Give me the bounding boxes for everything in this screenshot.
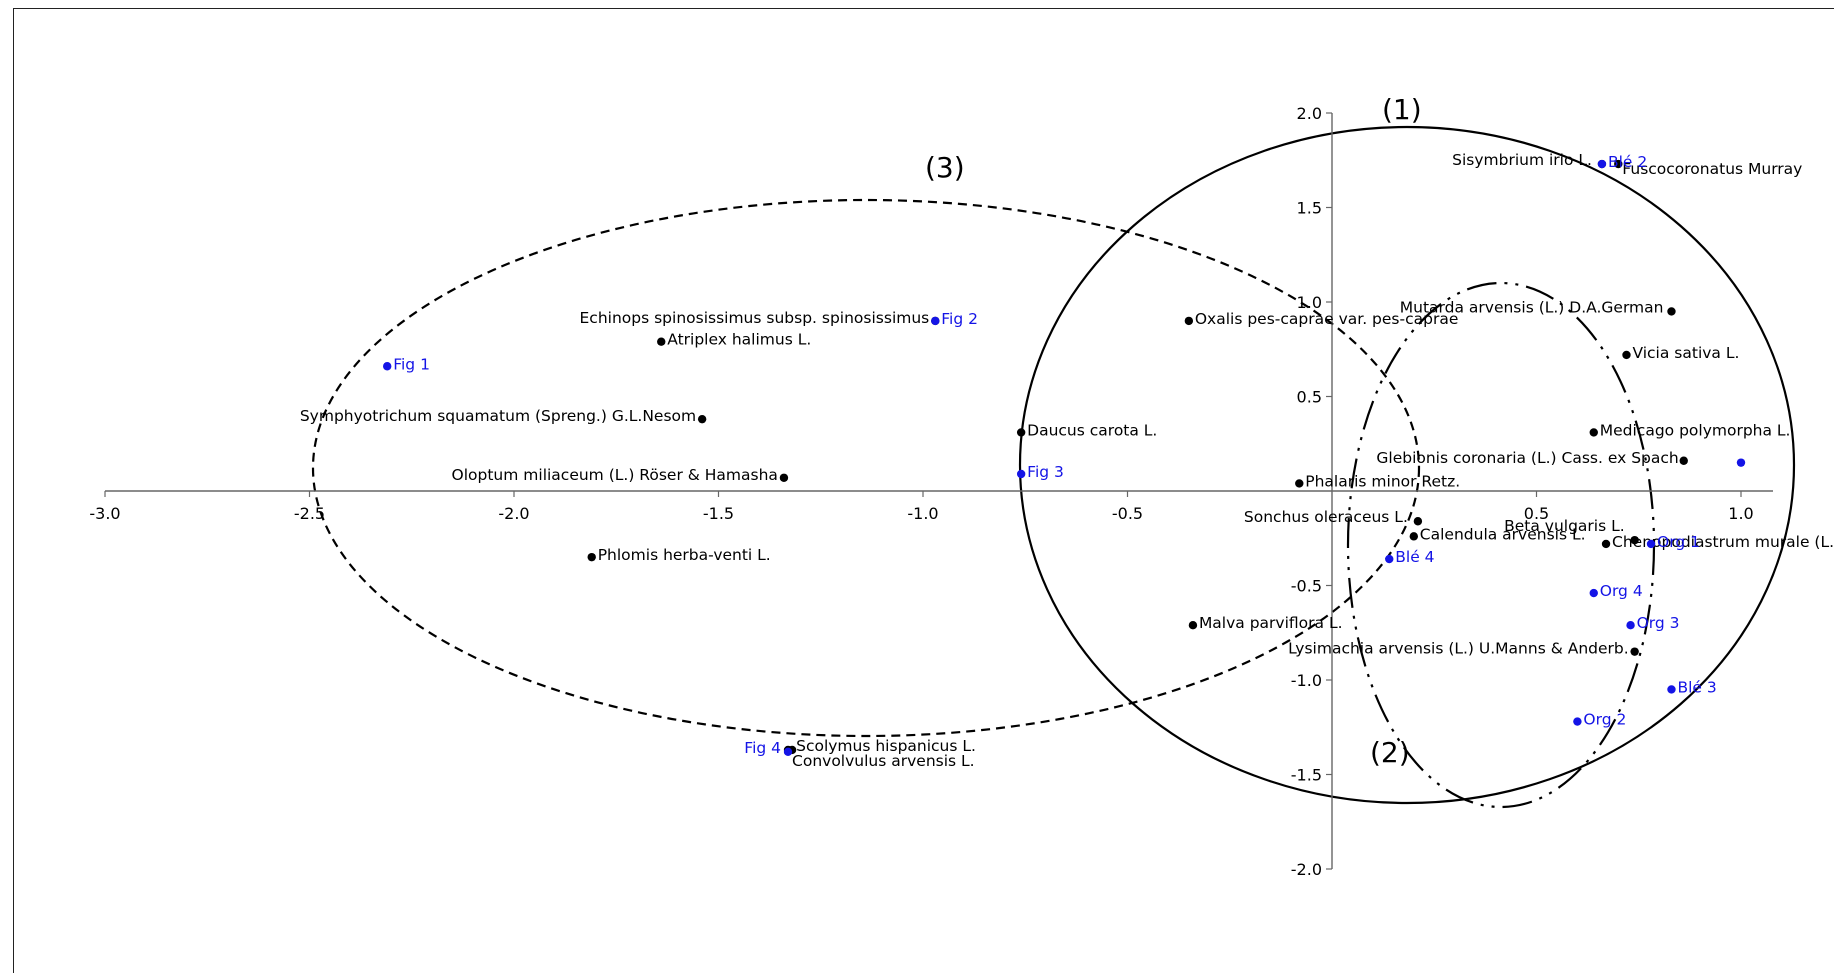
- x-tick-label: -2.5: [294, 504, 325, 523]
- species-label: Calendula arvensis L.: [1420, 525, 1586, 543]
- species-point: [1601, 539, 1611, 549]
- species-point: [1679, 456, 1688, 465]
- species-label: Vicia sativa L.: [1632, 344, 1739, 362]
- region-3-label: (3): [925, 151, 965, 184]
- species-label: Symphyotrichum squamatum (Spreng.) G.L.N…: [300, 407, 696, 425]
- species-label: Daucus carota L.: [1027, 421, 1157, 439]
- chart-frame: [13, 8, 1834, 973]
- y-tick-label: 0.5: [1297, 388, 1322, 407]
- sites-point: [1589, 588, 1598, 598]
- x-tick-label: -0.5: [1112, 504, 1143, 523]
- species-label: Oloptum miliaceum (L.) Röser & Hamasha: [452, 466, 778, 484]
- x-tick-label: 1.0: [1728, 504, 1753, 523]
- sites-point: [1667, 685, 1676, 694]
- species-point: [1667, 307, 1676, 316]
- sites-point: [1646, 539, 1656, 549]
- x-tick-label: 0.5: [1524, 504, 1549, 523]
- species-point: [1630, 647, 1639, 656]
- species-label: Chenopodiastrum murale (L.): [1612, 533, 1834, 551]
- species-label: Medicago polymorpha L.: [1600, 421, 1791, 439]
- species-label: Fuscocoronatus Murray: [1622, 160, 1802, 178]
- x-tick-label: -2.0: [498, 504, 529, 523]
- species-label: Beta vulgaris L.: [1504, 517, 1625, 535]
- region-3-ellipse: [311, 198, 1421, 738]
- y-tick-label: -1.0: [1291, 671, 1322, 690]
- species-point: [1614, 159, 1623, 169]
- x-tick-label: -1.5: [703, 504, 734, 523]
- species-label: Convolvulus arvensis L.: [792, 752, 975, 770]
- x-tick-label: -3.0: [89, 504, 120, 523]
- y-tick-label: 2.0: [1297, 104, 1322, 123]
- species-point: [1188, 620, 1198, 630]
- y-tick-label: -1.5: [1291, 766, 1322, 785]
- species-point: [1295, 479, 1304, 488]
- sites-point: [1736, 458, 1746, 467]
- species-label: Lysimachia arvensis (L.) U.Manns & Ander…: [1288, 640, 1629, 658]
- species-label: Sisymbrium irio L.: [1452, 151, 1592, 169]
- region-1-label: (1): [1382, 93, 1422, 126]
- species-point: [1184, 316, 1194, 326]
- site-label: Org 1: [1657, 533, 1700, 551]
- species-point: [779, 473, 789, 482]
- species-label: Atriplex halimus L.: [667, 331, 811, 349]
- site-label: Fig 4: [744, 739, 781, 757]
- species-point: [587, 552, 596, 562]
- site-label: Fig 3: [1027, 463, 1064, 481]
- species-point: [1630, 535, 1639, 545]
- species-point: [1016, 428, 1026, 437]
- axes: -3.0 -2.5 -2.0 -1.5 -1.0 -0.5 0.5 1.0 2.0 1.5 1.0 0…: [89, 104, 1773, 879]
- sites-point: [783, 747, 793, 757]
- region-1-ellipse: [1018, 125, 1796, 805]
- species-label: Oxalis pes-caprae var. pes-caprae: [1195, 310, 1459, 328]
- sites-point: [1626, 620, 1635, 630]
- site-label: Blé 4: [1395, 548, 1434, 566]
- species-point: [1409, 532, 1419, 541]
- species-label: Phalaris minor Retz.: [1305, 472, 1460, 490]
- y-tick-label: 1.0: [1297, 293, 1322, 312]
- species-label: Mutarda arvensis (L.) D.A.German: [1400, 298, 1664, 316]
- species-label: Malva parviflora L.: [1199, 614, 1343, 632]
- sites-point: [931, 316, 940, 326]
- site-label: Fig 2: [941, 310, 978, 328]
- sites-point: [383, 362, 392, 371]
- species-label: Echinops spinosissimus subsp. spinosissi…: [580, 309, 930, 327]
- site-label: Org 4: [1600, 582, 1643, 600]
- species-label: Scolymus hispanicus L.: [796, 737, 976, 755]
- sites-point: [1573, 717, 1582, 726]
- site-label: Blé 3: [1677, 678, 1716, 696]
- x-tick-label: -1.0: [907, 504, 938, 523]
- species-point: [1413, 517, 1423, 526]
- region-2-label: (2): [1370, 736, 1410, 769]
- species-label: Glebionis coronaria (L.) Cass. ex Spach: [1376, 449, 1678, 467]
- site-label: Fig 1: [393, 355, 430, 373]
- species-point: [697, 414, 707, 424]
- species-point: [657, 337, 666, 346]
- y-tick-label: -2.0: [1291, 860, 1322, 879]
- data-points: Sisymbrium irio L. Sonchus oleraceus L. Fu…: [300, 151, 1834, 770]
- site-label: Blé 2: [1608, 153, 1647, 171]
- species-point: [1589, 428, 1598, 437]
- y-tick-label: -0.5: [1291, 577, 1322, 596]
- y-tick-label: 1.5: [1297, 199, 1322, 218]
- species-label: Phlomis herba-venti L.: [598, 546, 771, 564]
- sites-point: [1385, 554, 1394, 564]
- site-label: Org 3: [1637, 614, 1680, 632]
- site-label: Org 2: [1583, 711, 1626, 729]
- species-point: [1622, 350, 1631, 360]
- sites-point: [1016, 469, 1026, 479]
- sites-point: [1597, 159, 1607, 169]
- species-label: Sonchus oleraceus L.: [1244, 508, 1408, 526]
